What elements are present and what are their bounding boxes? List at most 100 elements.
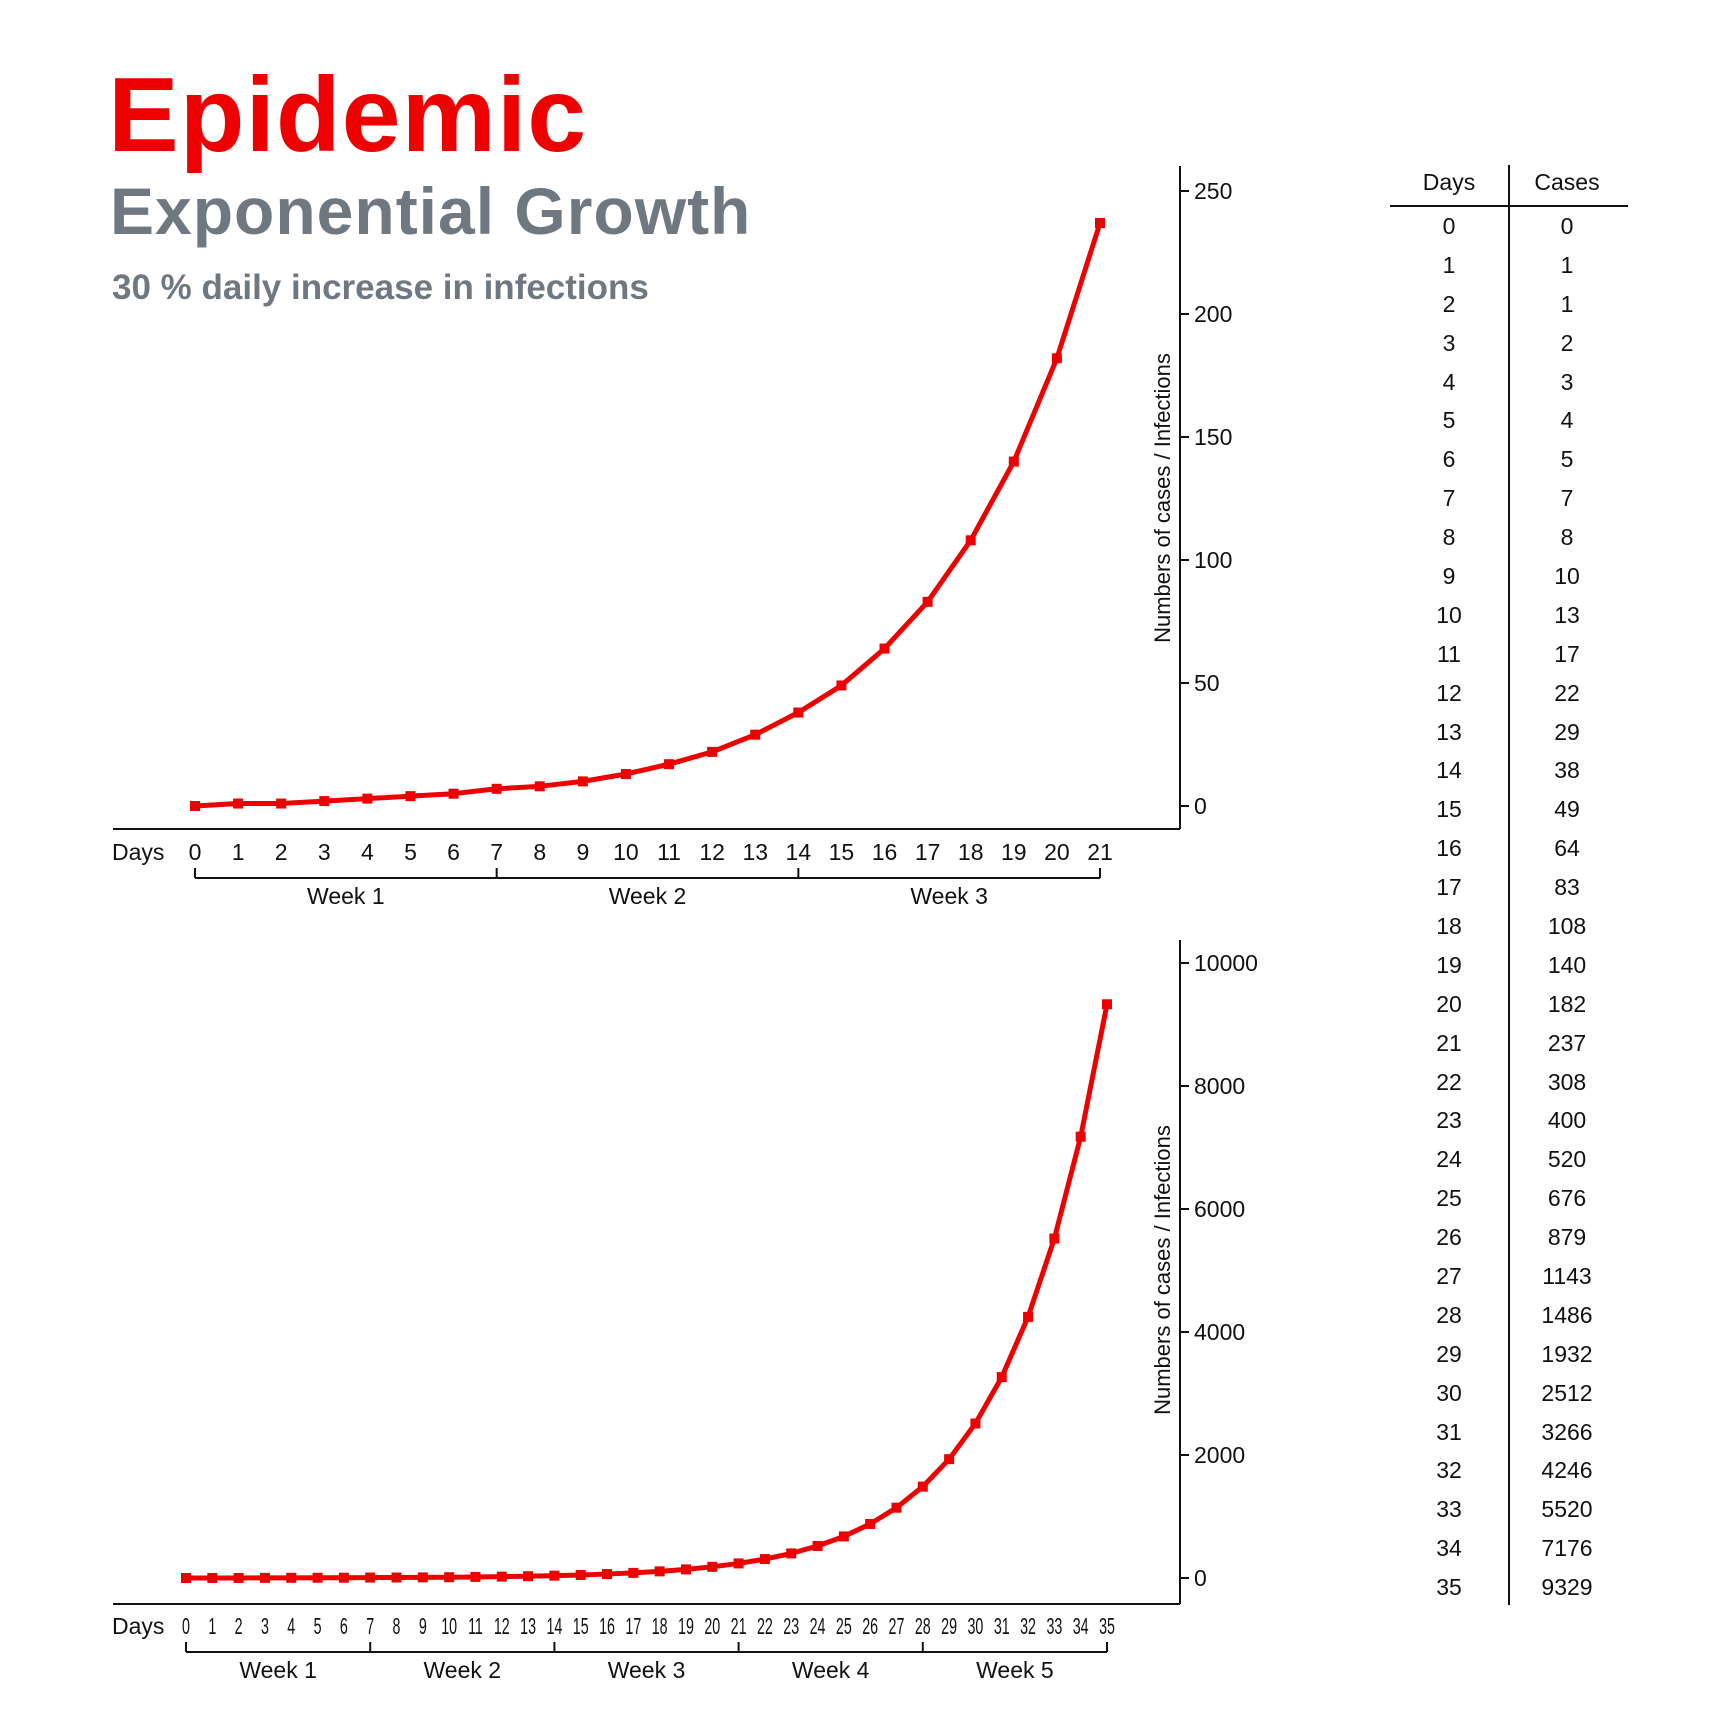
data-point (707, 746, 718, 757)
page-subtitle: Exponential Growth (110, 174, 752, 248)
y-tick-label: 100 (1194, 547, 1232, 573)
y-tick-label: 0 (1194, 793, 1207, 819)
table-cell-day: 5 (1442, 407, 1456, 434)
week-label: Week 3 (608, 1657, 686, 1683)
x-axis-label: Days (112, 1613, 164, 1639)
data-point (577, 776, 588, 787)
table-cell-day: 33 (1436, 1496, 1462, 1523)
table-cell-day: 23 (1436, 1107, 1462, 1134)
data-point (891, 1502, 902, 1513)
table-row: 33 5520 (1390, 1490, 1628, 1529)
table-cell-cases: 17 (1554, 640, 1580, 667)
x-tick-label: 25 (836, 1615, 852, 1640)
table-cell-day: 18 (1436, 912, 1462, 939)
data-point (259, 1572, 270, 1583)
cases-table: Days Cases 0 0 1 1 2 1 3 2 4 3 5 4 6 5 7 7 8 8 9 10 10 13 11 17… (1390, 165, 1628, 1607)
table-cell-cases: 0 (1560, 212, 1574, 239)
x-tick-label: 20 (1044, 839, 1070, 865)
table-cell-cases: 5 (1560, 446, 1574, 473)
x-tick-label: 15 (829, 839, 855, 865)
data-point (965, 535, 976, 546)
table-row: 34 7176 (1390, 1529, 1628, 1568)
data-point (207, 1572, 218, 1583)
table-cell-cases: 520 (1547, 1146, 1587, 1173)
x-tick-label: 6 (447, 839, 460, 865)
y-tick-label: 200 (1194, 301, 1232, 327)
data-point (1095, 217, 1105, 228)
table-divider (1508, 165, 1510, 1605)
table-row: 29 1932 (1390, 1335, 1628, 1374)
x-tick-label: 16 (599, 1615, 615, 1640)
x-tick-label: 9 (419, 1615, 427, 1640)
table-cell-cases: 1486 (1541, 1301, 1593, 1328)
table-cell-cases: 64 (1554, 835, 1580, 862)
table-row: 22 308 (1390, 1063, 1628, 1102)
x-tick-label: 13 (520, 1615, 536, 1640)
x-tick-label: 18 (958, 839, 984, 865)
table-cell-day: 15 (1436, 796, 1462, 823)
table-cell-day: 1 (1442, 251, 1456, 278)
data-point (575, 1569, 586, 1580)
x-tick-label: 1 (232, 839, 245, 865)
x-tick-label: 10 (613, 839, 639, 865)
x-tick-label: 4 (287, 1615, 295, 1640)
table-row: 30 2512 (1390, 1374, 1628, 1413)
week-label: Week 4 (792, 1657, 870, 1683)
y-tick-label: 6000 (1194, 1196, 1245, 1222)
table-cell-day: 26 (1436, 1224, 1462, 1251)
table-cell-cases: 29 (1554, 718, 1580, 745)
x-tick-label: 7 (490, 839, 503, 865)
table-cell-cases: 22 (1554, 679, 1580, 706)
table-cell-day: 9 (1442, 562, 1456, 589)
table-cell-day: 4 (1442, 368, 1456, 395)
y-tick-label: 2000 (1194, 1442, 1245, 1468)
x-tick-label: 13 (742, 839, 768, 865)
data-point (838, 1531, 849, 1542)
x-tick-label: 32 (1020, 1615, 1036, 1640)
table-cell-cases: 676 (1547, 1185, 1587, 1212)
table-cell-day: 24 (1436, 1146, 1462, 1173)
table-row: 15 49 (1390, 790, 1628, 829)
table-cell-day: 29 (1436, 1340, 1462, 1367)
x-tick-label: 12 (699, 839, 725, 865)
x-tick-label: 10 (441, 1615, 457, 1640)
data-point (276, 798, 287, 809)
x-tick-label: 23 (783, 1615, 799, 1640)
x-tick-label: 21 (1087, 839, 1113, 865)
table-row: 26 879 (1390, 1218, 1628, 1257)
x-tick-label: 1 (208, 1615, 216, 1640)
table-cell-day: 12 (1436, 679, 1462, 706)
x-tick-label: 30 (967, 1615, 983, 1640)
table-cell-cases: 1 (1560, 251, 1574, 278)
table-row: 14 38 (1390, 751, 1628, 790)
table-cell-cases: 13 (1554, 601, 1580, 628)
x-tick-label: 20 (704, 1615, 720, 1640)
data-point (733, 1558, 744, 1569)
table-cell-cases: 1143 (1542, 1262, 1592, 1289)
x-tick-label: 34 (1073, 1615, 1089, 1640)
x-tick-label: 26 (862, 1615, 878, 1640)
data-point (444, 1572, 455, 1583)
data-point (496, 1571, 507, 1582)
data-point (944, 1454, 955, 1465)
table-cell-day: 17 (1436, 874, 1462, 901)
data-point (391, 1572, 402, 1583)
table-cell-cases: 1932 (1541, 1340, 1593, 1367)
table-cell-cases: 5520 (1541, 1496, 1593, 1523)
table-cell-day: 14 (1436, 757, 1462, 784)
x-tick-label: 3 (318, 839, 331, 865)
table-cell-day: 25 (1436, 1185, 1462, 1212)
table-row: 9 10 (1390, 557, 1628, 596)
data-point (759, 1554, 770, 1565)
data-point (233, 798, 244, 809)
table-cell-cases: 4246 (1541, 1457, 1593, 1484)
table-row: 23 400 (1390, 1101, 1628, 1140)
table-cell-cases: 4 (1560, 407, 1574, 434)
